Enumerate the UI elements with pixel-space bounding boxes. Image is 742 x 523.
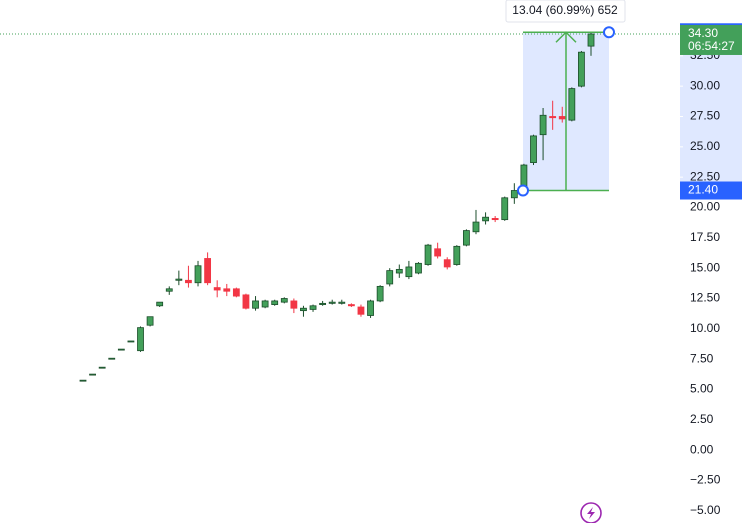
candle-body — [108, 357, 116, 360]
candle-body — [290, 300, 298, 309]
candle-body — [156, 301, 164, 307]
candle-body — [232, 288, 240, 297]
last-price-box — [680, 24, 742, 55]
countdown-label: 06:54:27 — [688, 39, 735, 53]
candle-body — [501, 197, 509, 221]
y-tick-label: −2.50 — [690, 473, 721, 487]
candle-body — [357, 306, 365, 315]
candle-body — [587, 33, 595, 47]
candle-body — [482, 216, 489, 222]
background-layer: −5.00 −2.50 0.00 2.50 5.00 7.50 10.00 12.50 15.0… — [0, 32, 742, 517]
from-price-box — [680, 181, 742, 200]
candle-body — [510, 190, 518, 199]
candle-body — [223, 288, 231, 292]
candles-layer — [79, 32, 595, 382]
candle-body — [376, 285, 384, 302]
y-tick-label: 7.50 — [690, 351, 714, 365]
y-tick-label: 10.00 — [690, 321, 720, 335]
candle-body — [319, 302, 327, 305]
from-price-label: 21.40 — [688, 183, 718, 197]
y-tick-label: 12.50 — [690, 291, 720, 305]
y-tick-label: 22.50 — [690, 169, 720, 183]
y-tick-label: 25.00 — [690, 139, 720, 153]
candle-body — [242, 294, 250, 309]
candle-body — [194, 265, 202, 284]
candle-body — [146, 316, 154, 326]
candle-body — [453, 245, 461, 265]
candle-body — [79, 379, 87, 382]
candle-body — [424, 244, 432, 265]
candle-body — [386, 270, 394, 285]
axis-measure-area — [680, 32, 742, 191]
y-tick-label: 2.50 — [690, 412, 714, 426]
measure-handle — [603, 26, 615, 39]
y-tick-label: 27.50 — [690, 109, 720, 123]
candle-body — [462, 230, 470, 246]
candle-body — [309, 305, 317, 310]
y-tick-label: 17.50 — [690, 230, 720, 244]
candle-body — [338, 301, 346, 304]
candle-body — [300, 307, 307, 312]
overlay-layer: 13.04 (60.99%) 65234.4434.3006:54:2721.4… — [505, 0, 742, 200]
candle-body — [261, 300, 269, 308]
y-tick-label: 15.00 — [690, 260, 720, 274]
candle-body — [578, 51, 585, 87]
candle-body — [117, 348, 125, 351]
last-price-label: 34.30 — [688, 26, 718, 40]
candle-body — [280, 298, 288, 303]
candle-body — [252, 300, 259, 309]
candle-body — [271, 300, 279, 305]
lightning-icon[interactable] — [580, 502, 602, 523]
candle-body — [204, 258, 212, 284]
measure-handle — [517, 184, 529, 197]
candle-body — [558, 116, 566, 120]
measure-label: 13.04 (60.99%) 652 — [512, 3, 618, 17]
y-tick-label: 0.00 — [690, 442, 714, 456]
y-tick-label: 20.00 — [690, 200, 720, 214]
y-tick-label: −5.00 — [690, 503, 721, 517]
icon-bolt — [587, 507, 595, 519]
candle-body — [549, 116, 557, 119]
measure-arrow-head — [555, 31, 577, 43]
candle-body — [175, 278, 183, 281]
candle-body — [395, 268, 403, 274]
candle-body — [127, 340, 135, 343]
candle-body — [137, 327, 144, 352]
candle-body — [491, 218, 499, 221]
candle-body — [568, 88, 576, 121]
candle-body — [89, 373, 96, 376]
candle-body — [405, 266, 413, 278]
y-tick-label: 30.00 — [690, 78, 720, 92]
candle-body — [367, 300, 374, 316]
candle-body — [165, 288, 173, 292]
candle-body — [415, 262, 422, 274]
candle-body — [185, 279, 192, 284]
candle-body — [98, 366, 106, 369]
candle-body — [472, 221, 480, 233]
measure-label-box — [505, 0, 626, 23]
candle-body — [434, 248, 442, 257]
candle-body — [213, 287, 221, 291]
candle-body — [328, 301, 336, 304]
candle-body — [530, 135, 537, 164]
candle-body — [539, 114, 547, 136]
candle-body — [347, 304, 355, 307]
y-tick-label: 5.00 — [690, 382, 714, 396]
candle-body — [443, 259, 451, 268]
